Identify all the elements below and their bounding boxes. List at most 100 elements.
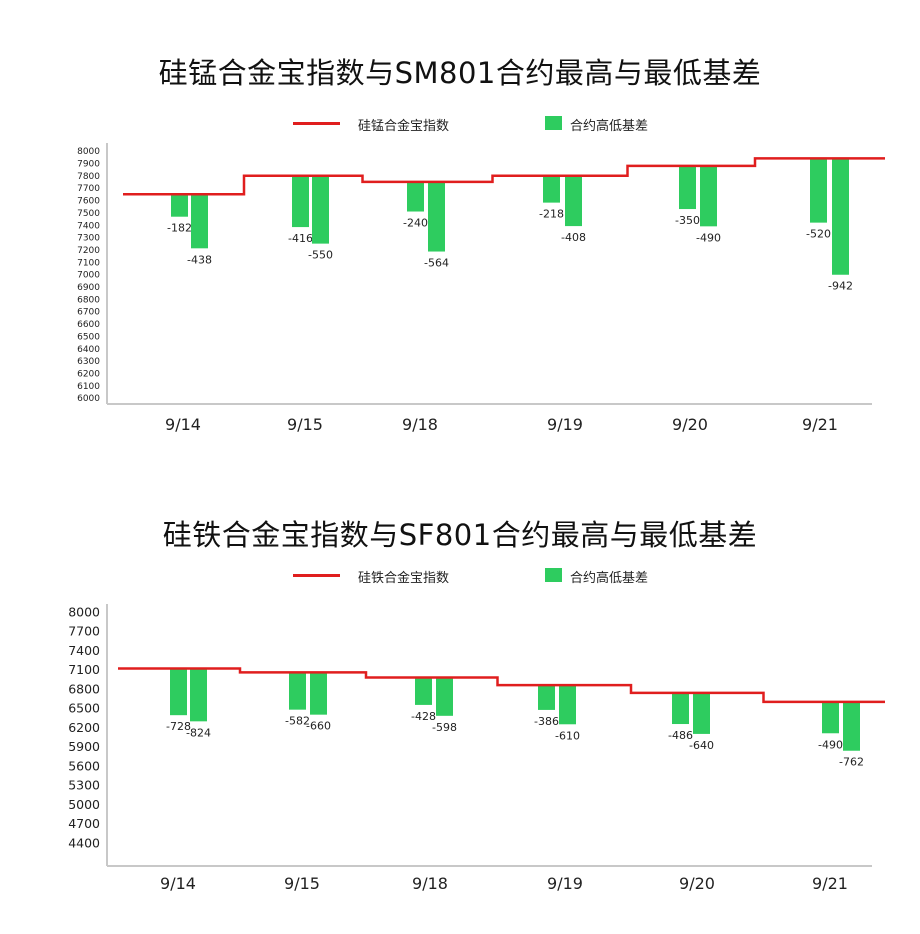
y-tick-label: 6600: [77, 320, 100, 330]
y-tick-label: 5000: [68, 797, 100, 812]
x-tick-label: 9/18: [402, 415, 438, 434]
x-tick-label: 9/20: [679, 874, 715, 893]
bar-low-basis: [170, 668, 187, 716]
plot-area: 8000 7900 7800 7700 7600 7500 7400 7300 7200 7100…: [77, 143, 885, 434]
bar-high-basis: [700, 165, 717, 227]
y-tick-label: 8000: [68, 604, 100, 619]
data-label-low: -520: [806, 228, 831, 241]
bar-low-basis: [822, 701, 839, 734]
y-tick-label: 4400: [68, 835, 100, 850]
legend-line-swatch: [293, 574, 340, 577]
y-tick-label: 5300: [68, 778, 100, 793]
bar-high-basis: [693, 692, 710, 734]
bar-high-basis: [191, 194, 208, 249]
bar-low-basis: [679, 165, 696, 210]
y-tick-label: 6300: [77, 357, 100, 367]
data-label-low: -728: [166, 720, 191, 733]
y-tick-label: 5900: [68, 739, 100, 754]
chart-title: 硅铁合金宝指数与SF801合约最高与最低基差: [162, 518, 758, 552]
data-label-high: -824: [186, 726, 211, 739]
bar-low-basis: [292, 175, 309, 228]
data-label-low: -240: [403, 217, 428, 230]
bar-high-basis: [565, 175, 582, 227]
bar-low-basis: [171, 194, 188, 217]
y-tick-label: 6800: [68, 681, 100, 696]
legend-bar-swatch: [545, 568, 562, 582]
y-tick-label: 7700: [68, 624, 100, 639]
x-tick-label: 9/15: [287, 415, 323, 434]
data-label-high: -942: [828, 280, 853, 293]
chart-title: 硅锰合金宝指数与SM801合约最高与最低基差: [158, 56, 762, 90]
bar-high-basis: [843, 701, 860, 751]
data-label-low: -490: [818, 738, 843, 751]
y-tick-label: 6200: [68, 720, 100, 735]
bar-low-basis: [407, 181, 424, 212]
bar-high-basis: [428, 181, 445, 252]
y-tick-label: 7200: [77, 246, 100, 256]
y-tick-label: 6000: [77, 394, 100, 404]
y-tick-label: 5600: [68, 758, 100, 773]
bar-low-basis: [672, 692, 689, 725]
data-label-high: -550: [308, 249, 333, 262]
data-label-high: -408: [561, 231, 586, 244]
data-label-high: -598: [432, 721, 457, 734]
y-tick-label: 8000: [77, 147, 100, 157]
bar-high-basis: [312, 175, 329, 244]
data-label-low: -428: [411, 710, 436, 723]
data-label-high: -490: [696, 231, 721, 244]
data-label-low: -416: [288, 232, 313, 245]
series-line-index: [118, 667, 885, 704]
y-tick-label: 7100: [68, 662, 100, 677]
y-tick-label: 7600: [77, 197, 100, 207]
data-label-low: -386: [534, 715, 559, 728]
bar-high-basis: [436, 677, 453, 716]
data-label-high: -610: [555, 729, 580, 742]
bar-high-basis: [190, 668, 207, 722]
legend-bar-swatch: [545, 116, 562, 130]
y-tick-label: 7400: [77, 221, 100, 231]
x-tick-label: 9/19: [547, 415, 583, 434]
data-label-low: -582: [285, 715, 310, 728]
x-tick-label: 9/21: [812, 874, 848, 893]
bar-high-basis: [832, 158, 849, 275]
bar-low-basis: [810, 158, 827, 223]
data-label-high: -640: [689, 739, 714, 752]
data-label-high: -438: [187, 253, 212, 266]
data-label-high: -564: [424, 257, 449, 270]
y-tick-label: 6500: [77, 332, 100, 342]
x-tick-label: 9/15: [284, 874, 320, 893]
x-tick-label: 9/14: [165, 415, 201, 434]
bar-low-basis: [289, 672, 306, 710]
x-tick-label: 9/19: [547, 874, 583, 893]
bar-low-basis: [543, 175, 560, 203]
x-tick-label: 9/14: [160, 874, 196, 893]
data-label-high: -660: [306, 720, 331, 733]
legend-label-index: 硅锰合金宝指数: [358, 119, 450, 134]
legend-label-basis: 合约高低基差: [570, 119, 649, 134]
data-label-low: -182: [167, 222, 192, 235]
y-tick-label: 7100: [77, 258, 100, 268]
y-tick-label: 7300: [77, 234, 100, 244]
chart-sm801: 硅锰合金宝指数与SM801合约最高与最低基差 硅锰合金宝指数 合约高低基差 80…: [0, 0, 920, 450]
y-tick-label: 6800: [77, 295, 100, 305]
bar-high-basis: [559, 685, 576, 725]
y-tick-label: 7000: [77, 271, 100, 281]
y-tick-label: 6900: [77, 283, 100, 293]
series-line-index: [123, 157, 885, 196]
y-tick-label: 4700: [68, 816, 100, 831]
legend-label-index: 硅铁合金宝指数: [358, 571, 450, 586]
bar-high-basis: [310, 672, 327, 715]
bar-low-basis: [415, 677, 432, 705]
x-tick-label: 9/18: [412, 874, 448, 893]
data-label-high: -762: [839, 756, 864, 769]
y-tick-label: 7800: [77, 172, 100, 182]
y-tick-label: 7500: [77, 209, 100, 219]
y-tick-label: 7900: [77, 160, 100, 170]
data-label-low: -218: [539, 208, 564, 221]
data-label-low: -350: [675, 214, 700, 227]
y-tick-label: 6200: [77, 369, 100, 379]
y-tick-label: 7700: [77, 184, 100, 194]
x-tick-label: 9/20: [672, 415, 708, 434]
legend-label-basis: 合约高低基差: [570, 571, 649, 586]
